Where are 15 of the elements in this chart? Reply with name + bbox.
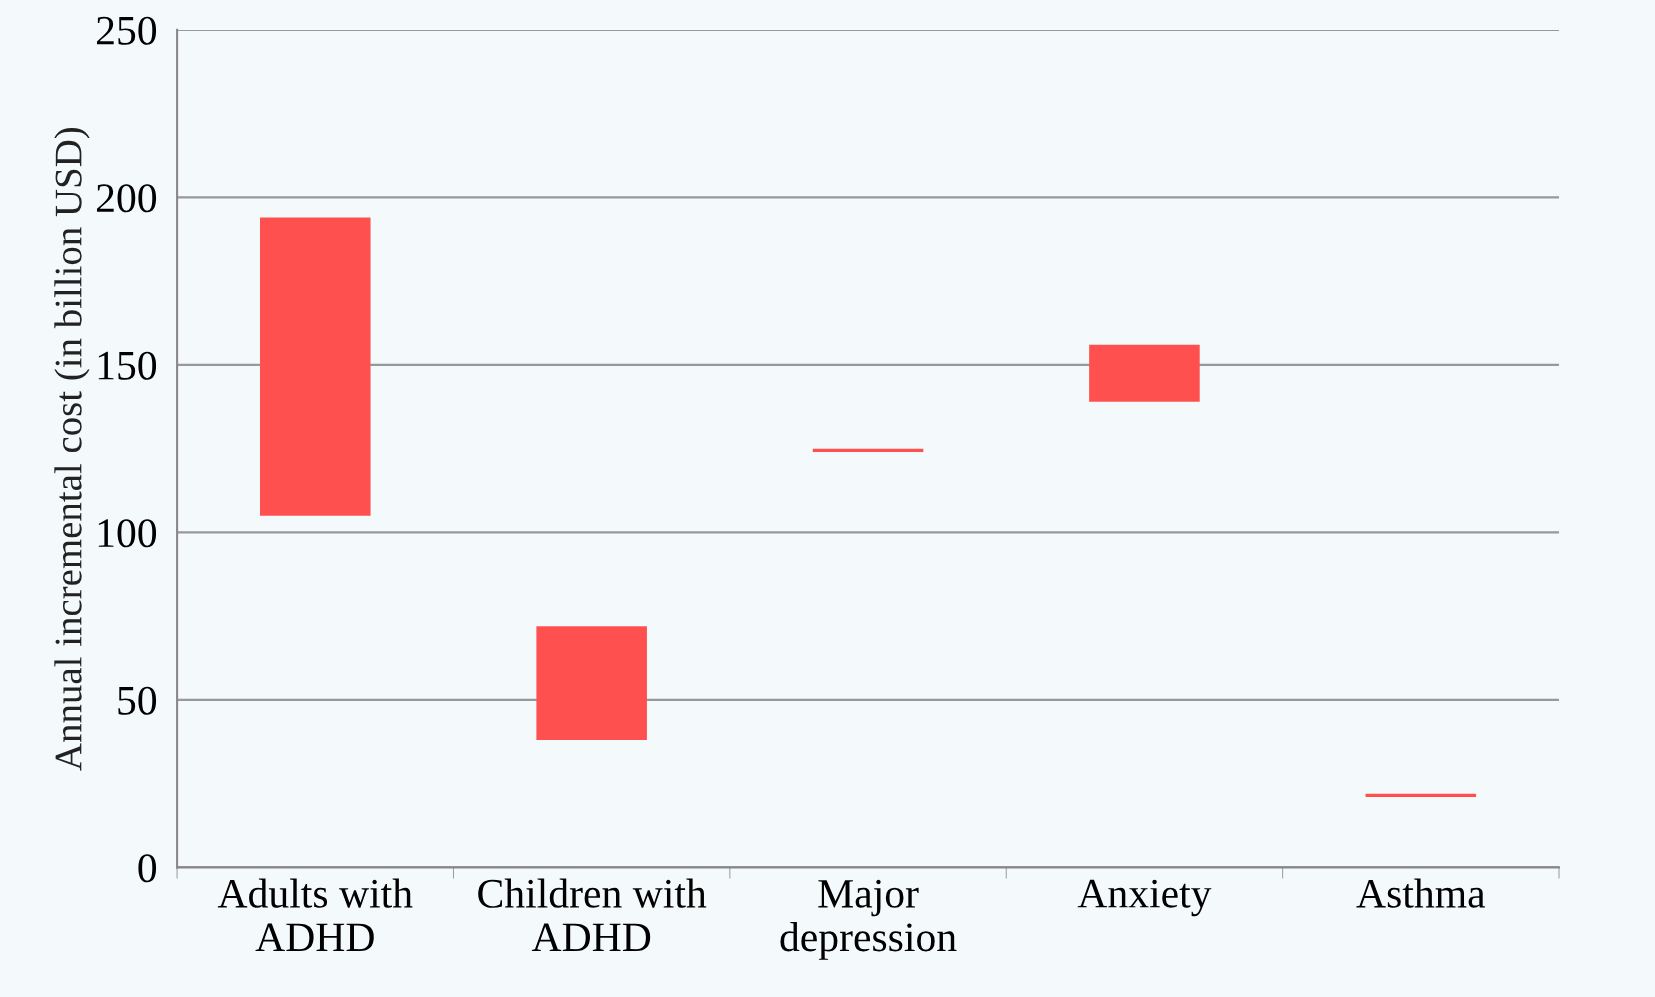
y-axis-title: Annual incremental cost (in billion USD) — [54, 127, 90, 771]
x-tick-label: Major depression — [780, 879, 957, 960]
bar — [536, 626, 647, 741]
x-tick-label: Children with ADHD — [478, 878, 707, 952]
y-tick-label: 100 — [98, 519, 157, 548]
x-tick-label: Asthma — [1356, 878, 1486, 908]
x-tick-label: Adults with ADHD — [217, 878, 413, 952]
bar — [1089, 344, 1200, 402]
x-tick-label: Anxiety — [1077, 879, 1212, 917]
y-tick-label: 250 — [96, 16, 157, 45]
bar — [260, 217, 371, 516]
y-tick-label: 0 — [138, 854, 157, 883]
y-tick-label: 150 — [98, 351, 157, 380]
y-tick-label: 200 — [96, 184, 157, 213]
y-tick-label: 50 — [118, 686, 157, 715]
